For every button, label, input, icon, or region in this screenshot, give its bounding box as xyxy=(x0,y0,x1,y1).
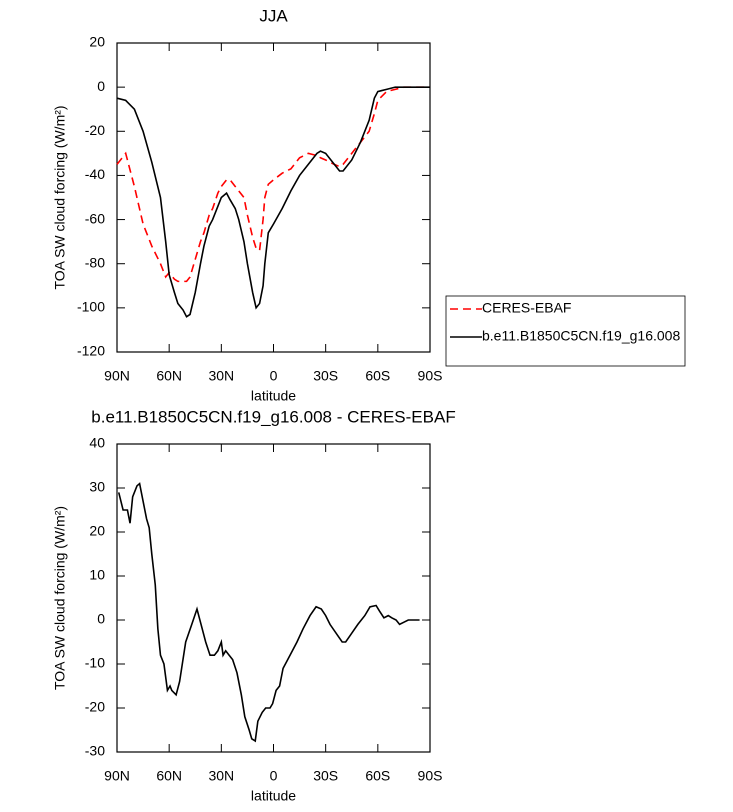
y-tick-label: -100 xyxy=(77,299,105,315)
x-tick-label: 30N xyxy=(208,368,234,384)
data-line xyxy=(117,482,420,743)
x-axis-label: latitude xyxy=(251,788,296,804)
y-tick-label: -80 xyxy=(85,254,105,270)
data-line xyxy=(116,86,430,318)
y-tick-label: -20 xyxy=(85,699,105,715)
y-tick-label: 0 xyxy=(97,78,105,94)
y-tick-label: -40 xyxy=(85,166,105,182)
data-line xyxy=(116,86,430,283)
chart-title: b.e11.B1850C5CN.f19_g16.008 - CERES-EBAF xyxy=(91,407,455,426)
x-tick-label: 30S xyxy=(313,768,338,784)
y-tick-label: -120 xyxy=(77,343,105,359)
legend-label: CERES-EBAF xyxy=(482,300,571,316)
y-tick-label: 30 xyxy=(89,479,105,495)
x-tick-label: 90S xyxy=(418,368,443,384)
x-axis-label: latitude xyxy=(251,388,296,404)
y-tick-label: 20 xyxy=(89,34,105,50)
x-tick-label: 30S xyxy=(313,368,338,384)
y-axis-label: TOA SW cloud forcing (W/m²) xyxy=(52,506,68,690)
x-tick-label: 60S xyxy=(365,768,390,784)
plot-frame xyxy=(116,42,431,353)
x-tick-label: 30N xyxy=(208,768,234,784)
chart-title: JJA xyxy=(259,6,288,25)
y-tick-label: -10 xyxy=(85,655,105,671)
x-tick-label: 60S xyxy=(365,368,390,384)
x-tick-label: 0 xyxy=(270,368,278,384)
y-tick-label: 0 xyxy=(97,611,105,627)
x-tick-label: 90S xyxy=(418,768,443,784)
y-tick-label: -30 xyxy=(85,743,105,759)
y-tick-label: 20 xyxy=(89,523,105,539)
plot-frame xyxy=(116,443,431,753)
x-tick-label: 60N xyxy=(156,768,182,784)
y-tick-label: -60 xyxy=(85,210,105,226)
x-tick-label: 90N xyxy=(104,768,130,784)
y-tick-label: 40 xyxy=(89,435,105,451)
legend-box xyxy=(445,295,686,367)
x-tick-label: 90N xyxy=(104,368,130,384)
x-tick-label: 60N xyxy=(156,368,182,384)
y-tick-label: -20 xyxy=(85,122,105,138)
y-tick-label: 10 xyxy=(89,567,105,583)
y-axis-label: TOA SW cloud forcing (W/m²) xyxy=(52,105,68,289)
legend-label: b.e11.B1850C5CN.f19_g16.008 xyxy=(482,328,680,344)
x-tick-label: 0 xyxy=(270,768,278,784)
